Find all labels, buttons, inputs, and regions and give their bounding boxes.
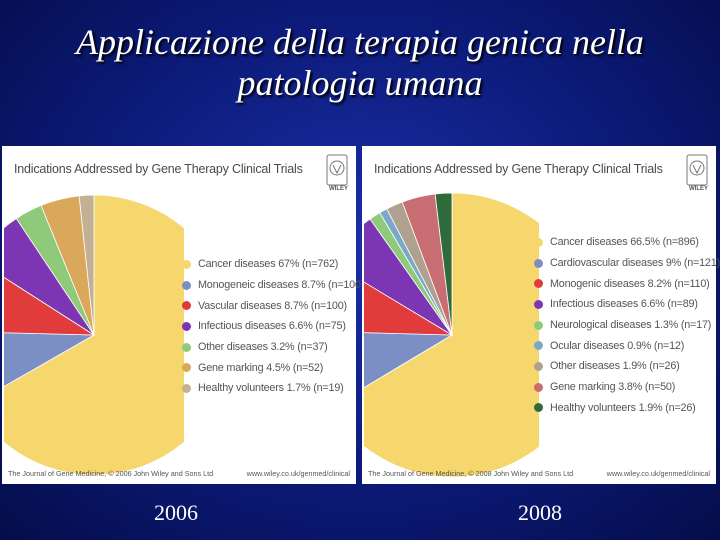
legend-swatch — [182, 321, 191, 331]
legend-swatch — [534, 237, 543, 247]
legend-entry: Ocular diseases 0.9% (n=12) — [534, 335, 720, 356]
source-url: www.wiley.co.uk/genmed/clinical — [246, 469, 350, 478]
legend-entry: Gene marking 4.5% (n=52) — [182, 357, 364, 378]
chart-panel-2008: Indications Addressed by Gene Therapy Cl… — [362, 146, 720, 484]
journal-credit: The Journal of Gene Medicine, © 2008 Joh… — [368, 469, 574, 478]
chart-legend: Cancer diseases 66.5% (n=896) Cardiovasc… — [534, 232, 720, 418]
legend-swatch — [182, 342, 191, 352]
legend-label: Cancer diseases 67% (n=762) — [198, 258, 339, 271]
year-label-2006: 2006 — [154, 500, 198, 525]
legend-swatch — [534, 403, 543, 413]
publisher-name: WILEY — [329, 186, 348, 192]
legend-swatch — [182, 383, 191, 393]
legend-entry: Cancer diseases 67% (n=762) — [182, 254, 364, 275]
legend-entry: Other diseases 3.2% (n=37) — [182, 337, 364, 358]
legend-label: Healthy volunteers 1.9% (n=26) — [550, 401, 696, 414]
legend-entry: Neurological diseases 1.3% (n=17) — [534, 315, 720, 336]
legend-entry: Gene marking 3.8% (n=50) — [534, 377, 720, 398]
pie-slice — [4, 276, 96, 336]
slide-title-line-1: Applicazione della terapia genica nella — [76, 22, 644, 62]
legend-label: Cardiovascular diseases 9% (n=121) — [550, 257, 720, 270]
legend-entry: Infectious diseases 6.6% (n=75) — [182, 316, 364, 337]
legend-label: Ocular diseases 0.9% (n=12) — [550, 339, 685, 352]
legend-entry: Vascular diseases 8.7% (n=100) — [182, 295, 364, 316]
legend-swatch — [182, 280, 191, 290]
legend-entry: Infectious diseases 6.6% (n=89) — [534, 294, 720, 315]
pie-slice — [364, 192, 539, 478]
wiley-logo-icon — [326, 154, 348, 186]
slide-title: Applicazione della terapia genica nella … — [0, 22, 720, 104]
legend-swatch — [182, 301, 191, 311]
legend-label: Infectious diseases 6.6% (n=89) — [550, 298, 698, 311]
legend-label: Monogeneic diseases 8.7% (n=100) — [198, 279, 365, 292]
chart-title: Indications Addressed by Gene Therapy Cl… — [374, 162, 663, 176]
legend-label: Neurological diseases 1.3% (n=17) — [550, 319, 712, 332]
journal-credit: The Journal of Gene Medicine, © 2006 Joh… — [8, 469, 214, 478]
pie-slice — [364, 332, 454, 389]
legend-entry: Other diseases 1.9% (n=26) — [534, 356, 720, 377]
chart-title: Indications Addressed by Gene Therapy Cl… — [14, 162, 303, 176]
legend-swatch — [534, 258, 543, 268]
legend-label: Other diseases 3.2% (n=37) — [198, 341, 328, 354]
legend-label: Cancer diseases 66.5% (n=896) — [550, 236, 699, 249]
pie-chart — [4, 194, 184, 476]
legend-swatch — [182, 363, 191, 373]
legend-label: Vascular diseases 8.7% (n=100) — [198, 299, 347, 312]
legend-entry: Cancer diseases 66.5% (n=896) — [534, 232, 720, 253]
legend-swatch — [534, 382, 543, 392]
legend-swatch — [534, 299, 543, 309]
legend-entry: Healthy volunteers 1.7% (n=19) — [182, 378, 364, 399]
legend-swatch — [534, 361, 543, 371]
pie-slice — [434, 192, 453, 336]
chart-legend: Cancer diseases 67% (n=762) Monogeneic d… — [182, 254, 364, 399]
legend-label: Healthy volunteers 1.7% (n=19) — [198, 382, 344, 395]
legend-entry: Monogenic diseases 8.2% (n=110) — [534, 273, 720, 294]
legend-swatch — [534, 341, 543, 351]
legend-entry: Monogeneic diseases 8.7% (n=100) — [182, 275, 364, 296]
legend-swatch — [182, 259, 191, 269]
wiley-logo-icon — [686, 154, 708, 186]
source-url: www.wiley.co.uk/genmed/clinical — [606, 469, 710, 478]
publisher-name: WILEY — [689, 186, 708, 192]
legend-label: Gene marking 4.5% (n=52) — [198, 361, 324, 374]
legend-label: Monogenic diseases 8.2% (n=110) — [550, 277, 710, 290]
chart-panel-2006: Indications Addressed by Gene Therapy Cl… — [2, 146, 364, 484]
legend-label: Other diseases 1.9% (n=26) — [550, 360, 680, 373]
legend-label: Infectious diseases 6.6% (n=75) — [198, 320, 346, 333]
legend-entry: Cardiovascular diseases 9% (n=121) — [534, 253, 720, 274]
pie-chart — [364, 192, 539, 478]
legend-label: Gene marking 3.8% (n=50) — [550, 381, 676, 394]
slide-title-line-2: patologia umana — [237, 63, 483, 103]
pie-slice — [78, 194, 95, 336]
year-label-2008: 2008 — [518, 500, 562, 525]
legend-swatch — [534, 279, 543, 289]
legend-swatch — [534, 320, 543, 330]
legend-entry: Healthy volunteers 1.9% (n=26) — [534, 398, 720, 419]
pie-slice — [4, 332, 96, 387]
